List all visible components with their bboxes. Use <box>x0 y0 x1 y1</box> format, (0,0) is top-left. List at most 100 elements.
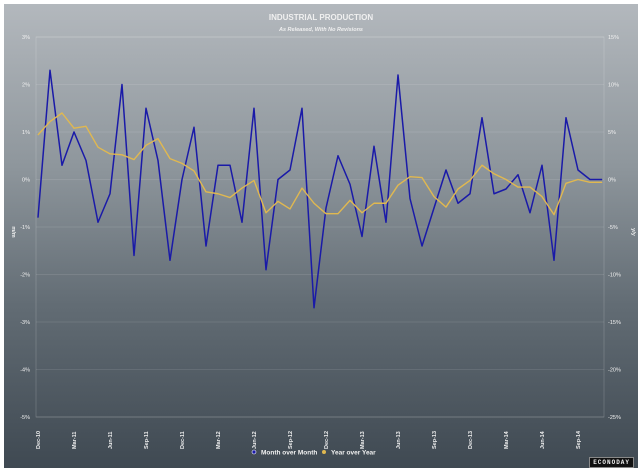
right-tick-label: -10% <box>608 273 621 279</box>
mom-point <box>313 307 315 309</box>
chart-title: INDUSTRIAL PRODUCTION <box>269 13 374 22</box>
mom-point <box>97 221 99 223</box>
mom-point <box>325 207 327 209</box>
yoy-point <box>589 181 591 183</box>
x-tick-label: Jun-13 <box>396 431 402 449</box>
yoy-point <box>205 191 207 193</box>
yoy-point <box>373 202 375 204</box>
legend-mom-marker <box>251 449 257 455</box>
right-tick-label: -5% <box>608 225 618 231</box>
mom-point <box>337 155 339 157</box>
x-tick-label: Jun-11 <box>108 432 114 449</box>
x-tick-label: Dec-13 <box>468 431 474 449</box>
yoy-point <box>421 177 423 179</box>
mom-point <box>505 188 507 190</box>
right-tick-label: -20% <box>608 368 621 374</box>
x-tick-label: Sep-12 <box>288 431 294 449</box>
yoy-point <box>469 180 471 181</box>
mom-point <box>169 259 171 261</box>
yoy-point <box>37 134 39 136</box>
mom-point <box>589 179 591 180</box>
mom-point <box>73 131 75 133</box>
x-tick-label: Dec-11 <box>180 431 186 449</box>
yoy-point <box>445 206 447 208</box>
yoy-point <box>517 186 519 188</box>
mom-point <box>253 107 255 109</box>
left-tick-label: -3% <box>20 320 30 326</box>
yoy-point <box>229 197 231 198</box>
yoy-point <box>193 170 195 172</box>
mom-point <box>121 84 123 85</box>
yoy-point <box>529 186 531 188</box>
mom-point <box>301 107 303 109</box>
mom-point <box>61 164 63 166</box>
yoy-point <box>85 125 87 127</box>
right-axis-label: y/y <box>630 228 636 237</box>
right-tick-label: 15% <box>608 35 619 41</box>
yoy-point <box>457 188 459 190</box>
left-tick-label: 2% <box>22 83 30 89</box>
yoy-point <box>241 187 243 189</box>
mom-point <box>553 259 555 261</box>
right-tick-label: 10% <box>608 83 619 89</box>
mom-point <box>229 164 231 166</box>
left-tick-label: 0% <box>22 178 30 184</box>
left-axis-label: m/m <box>10 226 16 237</box>
yoy-point <box>253 180 255 181</box>
left-tick-label: -2% <box>20 273 30 279</box>
mom-point <box>529 212 531 214</box>
mom-point <box>85 160 87 161</box>
yoy-point <box>481 164 483 166</box>
yoy-point <box>601 181 603 183</box>
yoy-point <box>277 200 279 202</box>
yoy-point <box>73 127 75 129</box>
yoy-point <box>313 202 315 204</box>
yoy-point <box>133 159 135 160</box>
yoy-point <box>157 138 159 140</box>
right-tick-label: 5% <box>608 130 616 136</box>
left-tick-label: 1% <box>22 130 30 136</box>
left-tick-label: -1% <box>20 225 30 231</box>
legend-mom-label: Month over Month <box>261 450 317 457</box>
x-tick-label: Sep-11 <box>144 431 150 449</box>
mom-point <box>493 193 495 195</box>
legend: Month over Month Year over Year <box>251 449 376 457</box>
mom-point <box>565 117 567 119</box>
mom-point <box>181 179 183 180</box>
mom-point <box>601 179 603 180</box>
yoy-point <box>433 196 435 198</box>
mom-point <box>361 236 363 237</box>
yoy-point <box>397 184 399 186</box>
x-tick-label: Jun-14 <box>540 430 546 449</box>
yoy-line <box>37 112 602 216</box>
mom-point <box>577 169 579 171</box>
yoy-point <box>577 179 579 180</box>
chart-area: INDUSTRIAL PRODUCTION As Released, With … <box>4 4 638 468</box>
yoy-point <box>109 153 111 155</box>
x-tick-label: Mar-13 <box>360 431 366 449</box>
mom-point <box>157 160 159 161</box>
yoy-point <box>145 144 147 146</box>
mom-point <box>217 164 219 166</box>
yoy-point <box>385 202 387 204</box>
yoy-point <box>553 214 555 216</box>
yoy-point <box>217 193 219 195</box>
mom-point <box>409 198 411 199</box>
mom-point <box>469 193 471 195</box>
mom-point <box>373 145 375 147</box>
yoy-point <box>505 179 507 180</box>
mom-line <box>37 69 602 309</box>
right-tick-label: -15% <box>608 320 621 326</box>
mom-point <box>481 117 483 119</box>
yoy-point <box>361 212 363 214</box>
mom-point <box>433 207 435 209</box>
yoy-point <box>325 213 327 215</box>
x-tick-label: Mar-12 <box>216 431 222 449</box>
mom-point <box>145 107 147 109</box>
mom-point <box>289 169 291 171</box>
mom-point <box>205 245 207 247</box>
yoy-point <box>49 121 51 122</box>
x-tick-label: Mar-11 <box>72 432 78 449</box>
yoy-point <box>541 196 543 198</box>
